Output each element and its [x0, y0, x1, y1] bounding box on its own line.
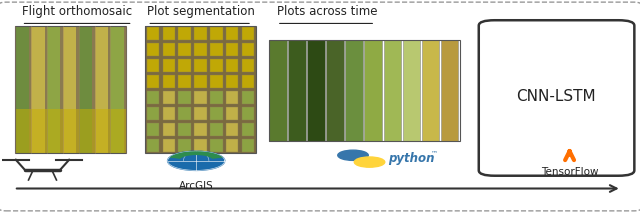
Bar — [145, 26, 257, 153]
Bar — [163, 107, 175, 120]
Bar — [242, 75, 254, 88]
Bar — [95, 26, 108, 153]
Bar — [147, 139, 159, 152]
Bar — [195, 43, 207, 56]
Bar — [226, 75, 238, 88]
Text: python: python — [388, 152, 435, 165]
Bar — [15, 26, 29, 153]
Bar — [163, 123, 175, 136]
Bar — [195, 91, 207, 104]
Bar — [226, 43, 238, 56]
Bar — [226, 91, 238, 104]
Bar — [195, 139, 207, 152]
Bar — [179, 43, 191, 56]
Bar — [163, 139, 175, 152]
Bar — [15, 109, 126, 153]
Bar — [47, 26, 60, 153]
Bar — [242, 59, 254, 72]
Bar — [179, 123, 191, 136]
Bar — [31, 26, 45, 153]
Bar — [242, 139, 254, 152]
Bar — [210, 75, 223, 88]
FancyBboxPatch shape — [479, 20, 634, 176]
Bar — [163, 91, 175, 104]
Text: Flight orthomosaic: Flight orthomosaic — [22, 5, 132, 18]
Bar — [242, 123, 254, 136]
Bar — [79, 26, 92, 153]
Text: ™: ™ — [431, 150, 438, 156]
Bar — [147, 27, 159, 40]
Bar — [15, 26, 126, 153]
Text: Plots across time: Plots across time — [277, 5, 378, 18]
Bar — [226, 139, 238, 152]
Bar — [163, 27, 175, 40]
Circle shape — [355, 157, 385, 167]
Text: ArcGIS: ArcGIS — [179, 181, 214, 191]
Bar — [242, 43, 254, 56]
Bar — [210, 107, 223, 120]
Bar — [403, 40, 420, 141]
Bar — [147, 43, 159, 56]
Bar — [269, 40, 460, 141]
Bar — [163, 59, 175, 72]
Bar — [179, 75, 191, 88]
Bar — [269, 40, 287, 141]
Bar — [145, 26, 257, 153]
Bar — [242, 91, 254, 104]
Bar — [288, 40, 306, 141]
Bar — [226, 107, 238, 120]
Bar — [210, 59, 223, 72]
Wedge shape — [170, 151, 223, 159]
Bar — [179, 107, 191, 120]
Bar — [179, 91, 191, 104]
Bar — [326, 40, 344, 141]
Bar — [147, 91, 159, 104]
Bar — [307, 40, 325, 141]
Bar — [210, 27, 223, 40]
Bar — [147, 75, 159, 88]
Bar — [179, 27, 191, 40]
Text: TensorFlow: TensorFlow — [541, 167, 598, 177]
Bar — [179, 139, 191, 152]
Bar — [147, 59, 159, 72]
Bar — [179, 59, 191, 72]
Bar — [210, 123, 223, 136]
Bar — [111, 26, 124, 153]
Bar — [195, 75, 207, 88]
Bar — [441, 40, 458, 141]
Text: CNN-LSTM: CNN-LSTM — [516, 89, 596, 104]
Bar — [210, 43, 223, 56]
Bar — [346, 40, 363, 141]
Circle shape — [168, 151, 225, 170]
Bar — [242, 107, 254, 120]
Text: Plot segmentation: Plot segmentation — [147, 5, 255, 18]
Bar — [195, 27, 207, 40]
Bar — [63, 26, 76, 153]
Bar — [147, 107, 159, 120]
Bar — [147, 123, 159, 136]
Bar — [422, 40, 439, 141]
Circle shape — [338, 150, 368, 160]
Bar — [195, 123, 207, 136]
Bar — [15, 26, 126, 153]
Bar — [210, 91, 223, 104]
Bar — [383, 40, 401, 141]
Bar — [226, 27, 238, 40]
Bar — [364, 40, 382, 141]
Bar — [242, 27, 254, 40]
Bar — [210, 139, 223, 152]
Bar — [195, 59, 207, 72]
Bar — [226, 123, 238, 136]
Bar — [163, 43, 175, 56]
Bar — [163, 75, 175, 88]
Bar — [226, 59, 238, 72]
Bar — [195, 107, 207, 120]
